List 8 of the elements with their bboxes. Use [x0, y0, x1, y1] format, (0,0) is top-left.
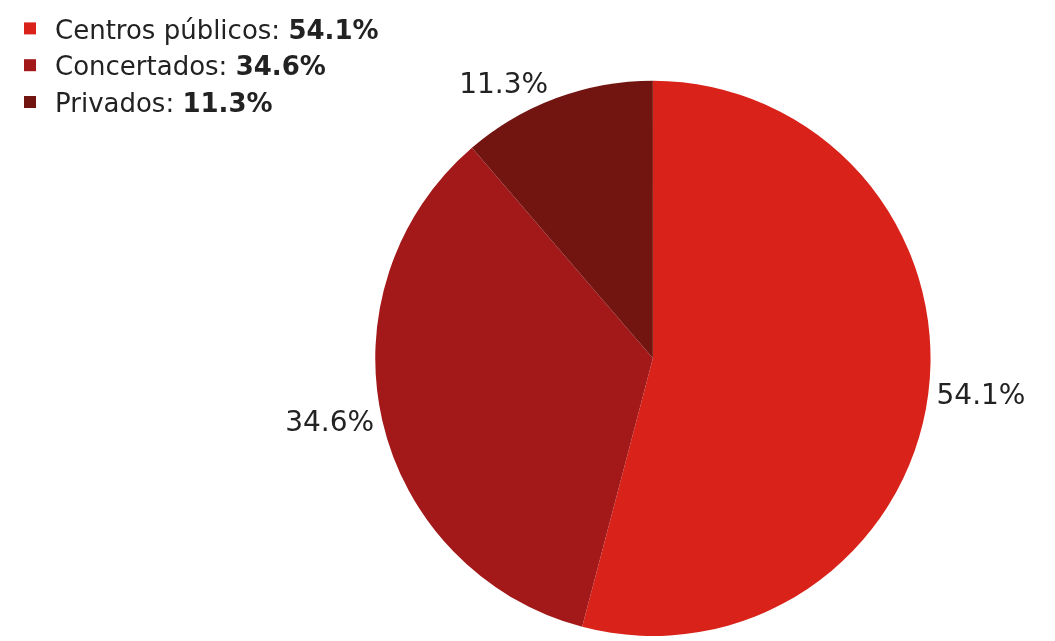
legend-label: Privados: 11.3%	[55, 88, 273, 119]
data-label: 11.3%	[459, 67, 549, 101]
legend-label: Concertados: 34.6%	[55, 51, 326, 82]
data-label: 54.1%	[936, 377, 1026, 411]
pie-slice	[375, 147, 653, 627]
legend-label: Centros públicos: 54.1%	[55, 14, 379, 45]
data-label: 34.6%	[285, 404, 375, 438]
pie-slice	[582, 80, 931, 636]
